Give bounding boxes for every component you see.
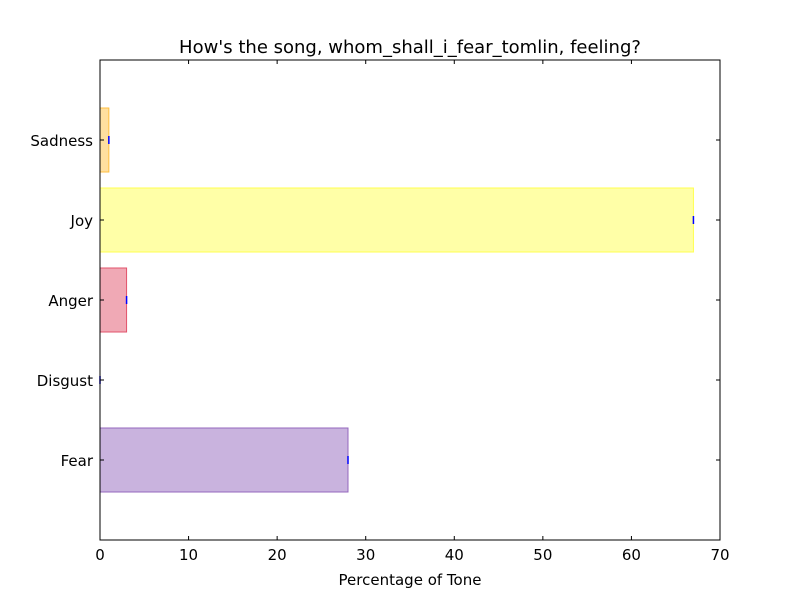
plot-area (99, 107, 695, 493)
bar-joy (99, 187, 694, 253)
x-tick-label-20: 20 (268, 546, 287, 564)
x-axis: 0 10 20 30 40 50 60 70 (95, 60, 730, 564)
y-tick-label-fear: Fear (61, 452, 94, 470)
chart-title: How's the song, whom_shall_i_fear_tomlin… (179, 37, 641, 58)
x-tick-label-0: 0 (95, 546, 105, 564)
x-tick-label-50: 50 (533, 546, 552, 564)
y-tick-label-anger: Anger (48, 292, 94, 310)
y-axis: Fear Disgust Anger Joy Sadness (30, 132, 720, 470)
y-tick-label-disgust: Disgust (37, 372, 93, 390)
x-axis-label: Percentage of Tone (339, 571, 482, 589)
y-tick-label-sadness: Sadness (30, 132, 93, 150)
x-tick-label-70: 70 (710, 546, 729, 564)
x-tick-label-10: 10 (179, 546, 198, 564)
x-tick-label-30: 30 (356, 546, 375, 564)
x-tick-label-60: 60 (622, 546, 641, 564)
bar-fear (99, 427, 349, 493)
x-tick-label-40: 40 (445, 546, 464, 564)
y-tick-label-joy: Joy (70, 212, 94, 230)
